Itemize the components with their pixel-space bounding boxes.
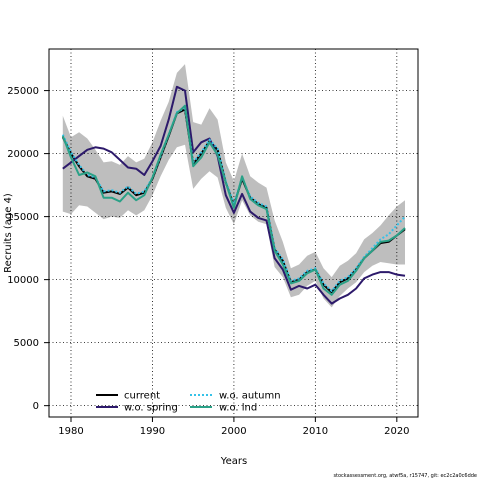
plot-frame <box>48 48 419 418</box>
y-tick-label: 15000 <box>7 212 39 223</box>
x-tick-label: 1990 <box>140 426 165 437</box>
grid-layer <box>49 49 418 417</box>
x-axis-label: Years <box>220 456 247 467</box>
x-tick-label: 2000 <box>221 426 246 437</box>
y-tick-label: 25000 <box>7 86 39 97</box>
y-tick-label: 5000 <box>14 338 39 349</box>
legend-label-w-o-autumn: w.o. autumn <box>219 391 281 402</box>
series-line-w-o-lnd <box>61 104 406 296</box>
y-tick-label: 10000 <box>7 275 39 286</box>
series-line-w-o-spring <box>62 85 406 305</box>
legend-label-w-o-lnd: w.o. lnd <box>219 403 257 414</box>
y-tick-label: 20000 <box>7 149 39 160</box>
x-tick-label: 2010 <box>303 426 328 437</box>
y-axis-label: Recruits (age 4) <box>3 193 14 273</box>
legend-label-current: current <box>124 391 160 402</box>
series-lines-layer <box>61 85 406 305</box>
y-tick-label: 0 <box>33 401 39 412</box>
axis-ticks-layer: 1980 1990 2000 2010 2020 0 5000 10000 15000 20000… <box>7 86 409 437</box>
x-tick-label: 1980 <box>58 426 83 437</box>
footer-credit: stockassessment.org, atwf5a, r15747, git… <box>333 473 477 479</box>
x-tick-label: 2020 <box>384 426 409 437</box>
legend-label-w-o-spring: w.o. spring <box>124 403 178 414</box>
series-line-w-o-autumn <box>61 107 406 292</box>
